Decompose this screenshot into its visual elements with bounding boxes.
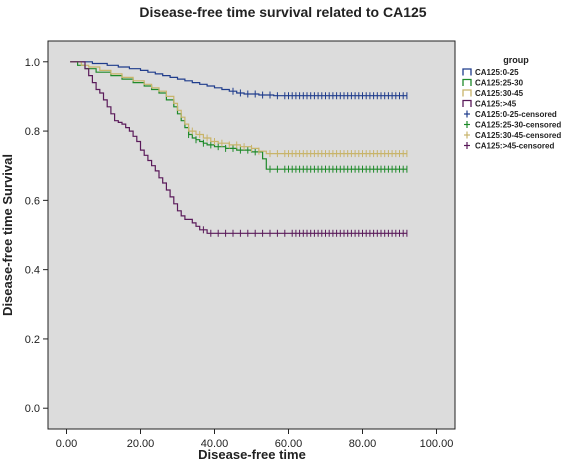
y-tick-label: 0.2 [25,334,40,346]
survival-curve [70,61,407,170]
series-2 [70,61,408,173]
x-tick-label: 20.00 [127,438,155,450]
y-tick-label: 0.4 [25,265,40,277]
legend-swatch-censor [464,110,470,118]
chart-title: Disease-free time survival related to CA… [139,4,426,20]
x-tick-label: 80.00 [349,438,377,450]
legend-swatch-censor [464,121,470,128]
series-3 [70,61,408,158]
legend-swatch-line [462,89,472,97]
legend-label: CA125:30-45 [475,89,524,98]
legend-label: CA125:>45 [475,100,517,109]
survival-curve [70,61,407,155]
legend-label: CA125:25-30-censored [475,121,561,130]
legend-label: CA125:0-25-censored [475,110,557,119]
y-axis-title: Disease-free time Survival [0,154,15,316]
y-tick-label: 0.0 [25,403,40,415]
legend-label: CA125:>45-censored [475,142,554,151]
series-4 [70,61,408,237]
plot-area [47,40,456,430]
survival-curve [70,61,407,97]
legend-label: CA125:30-45-censored [475,131,561,140]
y-axis: 0.0 0.2 0.4 0.6 0.8 1.0 [25,57,48,415]
x-tick-label: 60.00 [275,438,303,450]
x-axis: 0.00 20.00 40.00 60.00 80.00 100.00 [56,429,454,450]
x-tick-label: 0.00 [56,438,77,450]
legend-label: CA125:0-25 [475,68,519,77]
x-tick-label: 40.00 [201,438,229,450]
legend-swatch-censor [464,131,470,139]
y-tick-label: 1.0 [25,57,40,69]
survival-curve [70,61,407,234]
y-tick-label: 0.8 [25,126,40,138]
legend-swatch-line [462,68,472,76]
y-tick-label: 0.6 [25,195,40,207]
legend-swatch-censor [464,142,470,149]
legend-swatch-line [462,99,472,107]
legend-title: group [503,55,529,65]
legend-label: CA125:25-30 [475,79,524,88]
x-axis-title: Disease-free time [198,447,306,462]
legend-swatch-line [462,78,472,86]
series-1 [70,61,408,100]
series-layer [70,61,408,237]
x-tick-label: 100.00 [420,438,454,450]
